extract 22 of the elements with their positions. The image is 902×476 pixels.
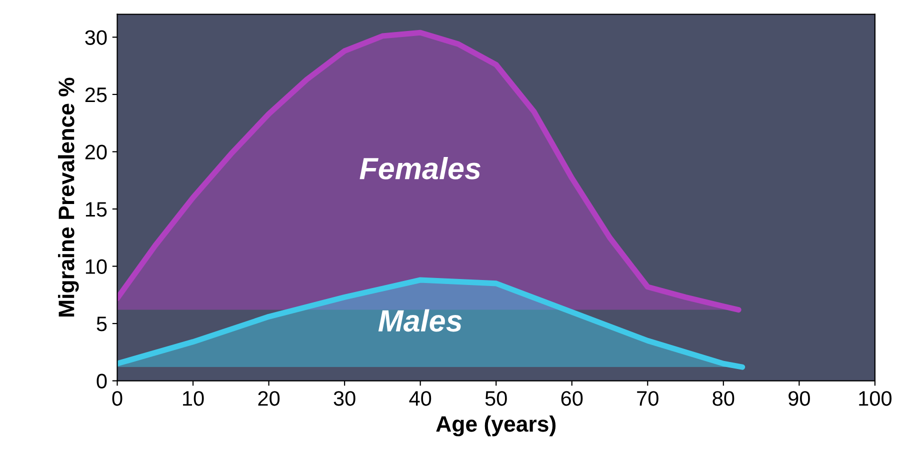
y-axis-title: Migraine Prevalence % <box>58 78 79 316</box>
y-tick-label: 20 <box>85 144 107 160</box>
x-tick-label: 80 <box>712 391 734 406</box>
x-axis-title: Age (years) <box>436 416 556 436</box>
x-tick-label: 0 <box>112 391 122 406</box>
y-tick-label: 30 <box>85 30 107 45</box>
y-tick-label: 0 <box>96 374 107 389</box>
y-tick-label: 15 <box>86 202 107 217</box>
x-tick-label: 40 <box>409 391 432 406</box>
x-tick-label: 60 <box>561 391 583 406</box>
series-label: Males <box>378 309 462 332</box>
x-tick-label: 30 <box>334 391 356 406</box>
x-tick-label: 50 <box>485 391 507 406</box>
y-tick-label: 25 <box>85 87 107 102</box>
x-tick-label: 90 <box>788 391 810 406</box>
y-tick-label: 10 <box>86 259 107 274</box>
x-tick-label: 10 <box>183 391 204 406</box>
series-label: Females <box>360 156 480 180</box>
x-tick-label: 20 <box>258 391 280 406</box>
y-tick-label: 5 <box>96 316 107 332</box>
x-tick-label: 100 <box>859 391 892 406</box>
x-tick-label: 70 <box>637 391 658 406</box>
